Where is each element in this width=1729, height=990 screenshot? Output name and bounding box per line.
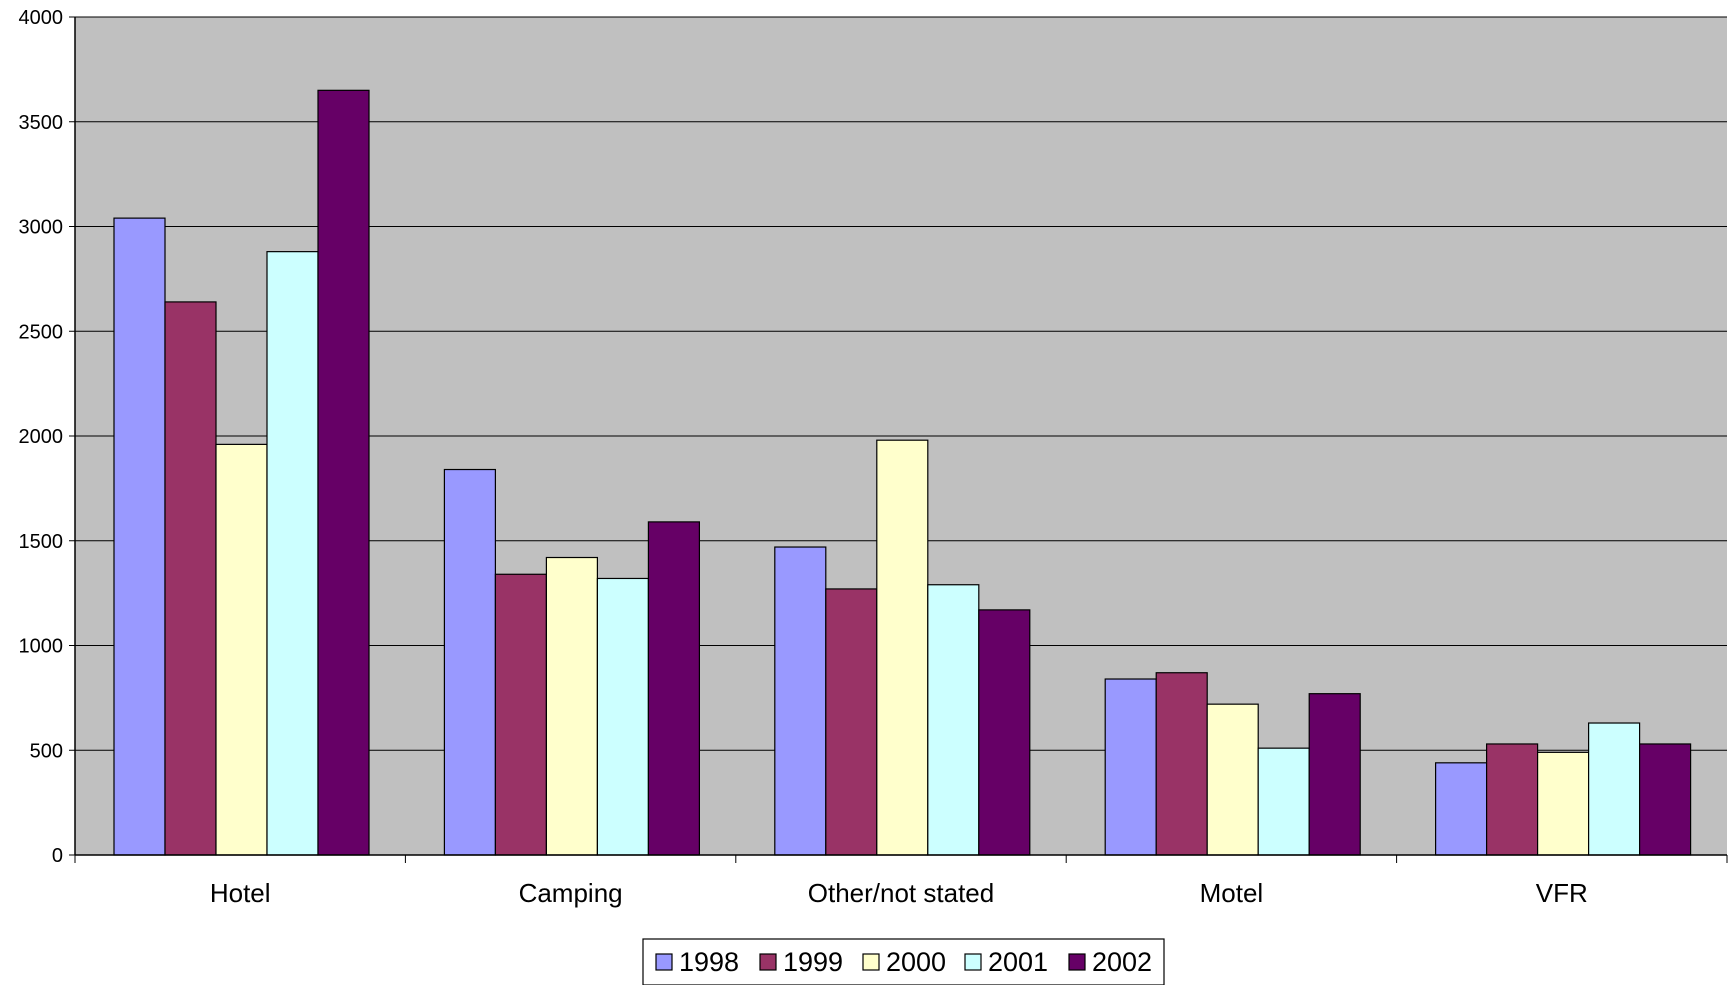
legend-swatch-2002 bbox=[1068, 953, 1086, 971]
axes bbox=[69, 16, 1728, 863]
y-tick-label: 3000 bbox=[19, 217, 64, 239]
legend-label: 2002 bbox=[1092, 947, 1152, 977]
bar-1998-hotel bbox=[113, 217, 166, 856]
y-tick-label: 4000 bbox=[19, 7, 64, 29]
bar-2001-motel bbox=[1257, 747, 1310, 856]
bar-2001-camping bbox=[596, 577, 650, 856]
legend-label: 2001 bbox=[988, 947, 1048, 977]
bar-1999-camping bbox=[494, 573, 547, 856]
bar-2000-other-not-stated bbox=[876, 439, 929, 856]
legend-label: 1999 bbox=[783, 947, 843, 977]
bar-2002-hotel bbox=[317, 89, 370, 856]
legend-label: 1998 bbox=[679, 947, 739, 977]
legend-label: 2000 bbox=[886, 947, 946, 977]
bar-2002-vfr bbox=[1638, 743, 1692, 856]
bar-2002-other-not-stated bbox=[978, 609, 1031, 856]
x-tick-label: VFR bbox=[1536, 878, 1588, 908]
legend-swatch-1999 bbox=[759, 953, 777, 971]
y-tick-label: 3500 bbox=[19, 112, 64, 134]
bar-1998-motel bbox=[1104, 678, 1157, 856]
legend-swatch-1998 bbox=[655, 953, 673, 971]
y-tick-label: 0 bbox=[52, 845, 63, 867]
bar-1999-other-not-stated bbox=[825, 588, 878, 856]
bar-2002-motel bbox=[1308, 693, 1361, 856]
bar-2000-camping bbox=[545, 556, 599, 856]
x-tick-labels: Hotel Camping Other/not stated Motel VFR bbox=[210, 878, 1588, 908]
legend-swatch-2000 bbox=[862, 953, 880, 971]
bar-1999-hotel bbox=[164, 301, 217, 856]
bar-1998-other-not-stated bbox=[774, 546, 827, 856]
legend-swatch-2001 bbox=[964, 953, 982, 971]
x-tick-label: Other/not stated bbox=[808, 878, 994, 908]
bar-2001-hotel bbox=[266, 251, 319, 856]
bars bbox=[113, 89, 1692, 856]
y-tick-label: 1000 bbox=[19, 636, 64, 658]
bar-1998-vfr bbox=[1434, 762, 1488, 856]
y-tick-label: 1500 bbox=[19, 531, 64, 553]
bar-2000-motel bbox=[1206, 703, 1259, 856]
y-tick-labels: 0 500 1000 1500 2000 2500 3000 3500 4000 bbox=[19, 7, 64, 867]
bar-1998-camping bbox=[443, 468, 496, 856]
bar-2000-hotel bbox=[215, 443, 268, 856]
x-tick-label: Hotel bbox=[210, 878, 271, 908]
y-tick-label: 2000 bbox=[19, 426, 64, 448]
bar-1999-vfr bbox=[1485, 743, 1539, 856]
bar-2001-other-not-stated bbox=[927, 584, 980, 856]
y-tick-label: 500 bbox=[30, 740, 63, 762]
legend: 1998 1999 2000 2001 2002 bbox=[642, 938, 1165, 986]
bar-2002-camping bbox=[647, 521, 701, 856]
x-tick-label: Camping bbox=[519, 878, 623, 908]
bar-2001-vfr bbox=[1587, 722, 1641, 856]
y-tick-label: 2500 bbox=[19, 321, 64, 343]
bar-2000-vfr bbox=[1536, 751, 1590, 856]
x-tick-label: Motel bbox=[1200, 878, 1264, 908]
bar-1999-motel bbox=[1155, 672, 1208, 856]
